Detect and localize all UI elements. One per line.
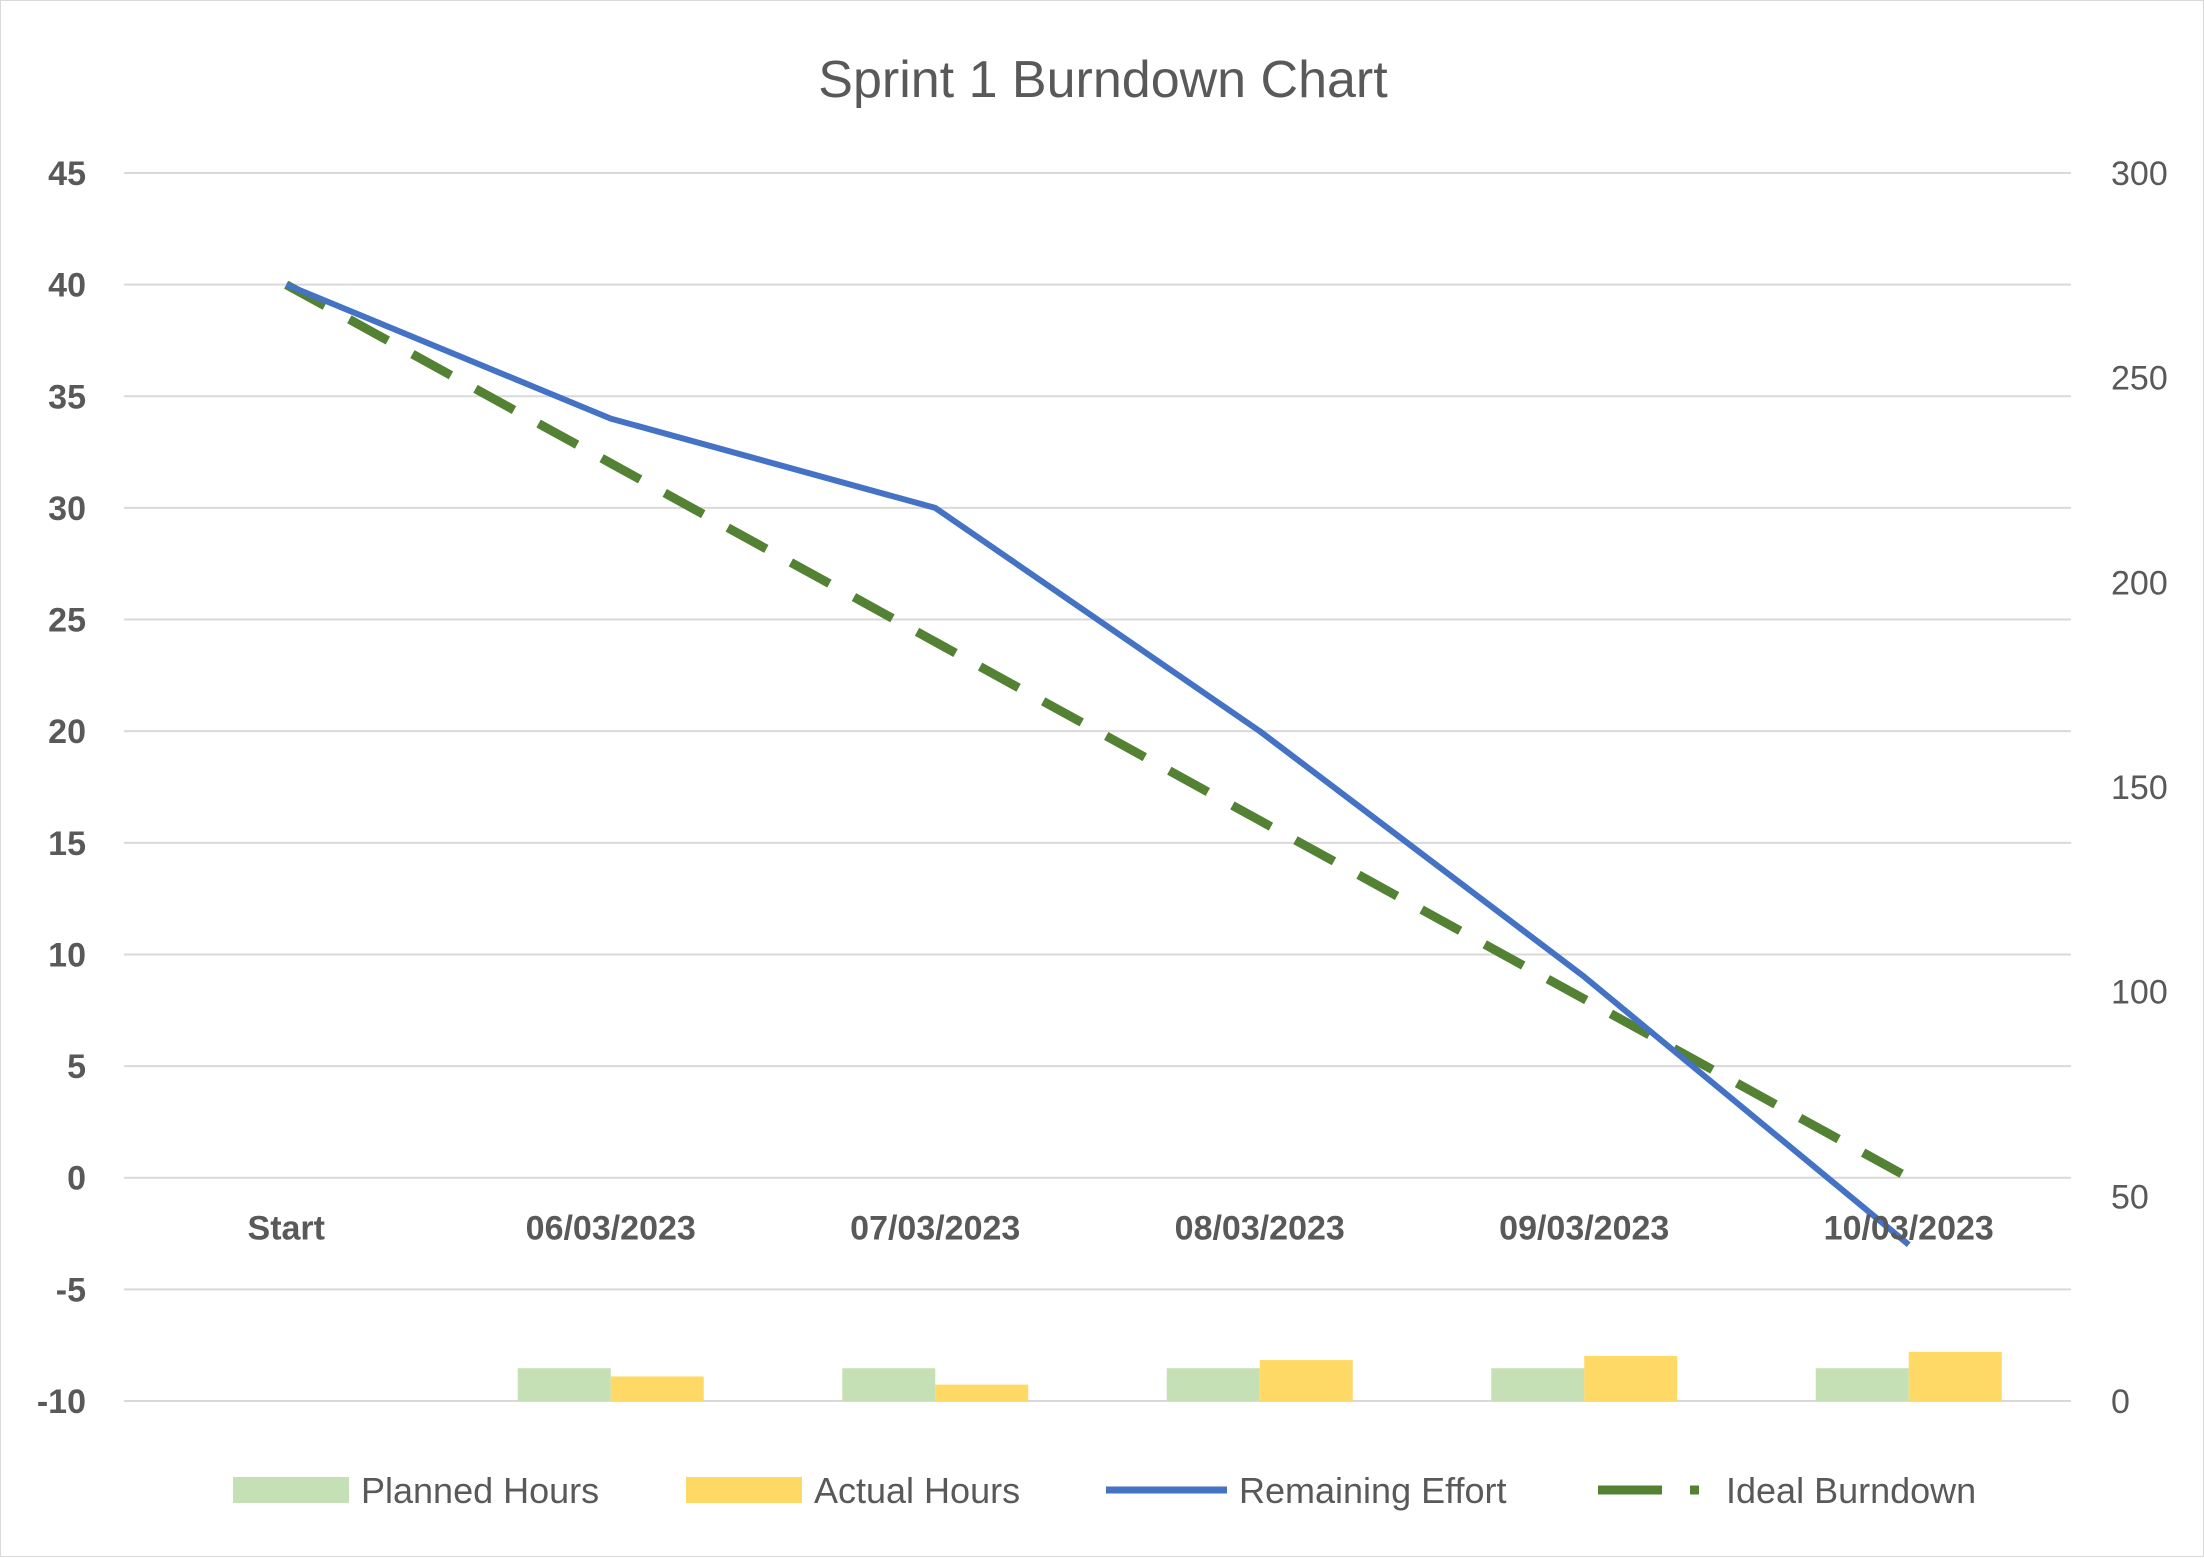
bar-planned-hours <box>1491 1368 1585 1401</box>
bar-planned-hours <box>1815 1368 1909 1401</box>
category-label: 06/03/2023 <box>526 1210 696 1248</box>
legend-label: Actual Hours <box>814 1470 1020 1511</box>
left-axis-tick-label: -5 <box>56 1271 86 1309</box>
legend-swatch <box>233 1477 349 1503</box>
bar-actual-hours <box>935 1384 1029 1401</box>
bar-series <box>517 1351 2002 1401</box>
bar-planned-hours <box>1166 1368 1260 1401</box>
right-axis-tick-label: 0 <box>2111 1383 2130 1421</box>
left-axis-tick-label: 30 <box>48 490 86 528</box>
line-remaining-effort <box>285 281 1911 1248</box>
left-axis-tick-label: 25 <box>48 602 86 640</box>
legend: Planned Hours Actual Hours Remaining Effor… <box>233 1470 1976 1511</box>
legend-label: Planned Hours <box>361 1470 599 1511</box>
right-axis-tick-label: 300 <box>2111 155 2168 193</box>
left-axis-tick-label: 5 <box>67 1048 86 1086</box>
category-label: Start <box>248 1210 325 1248</box>
chart-title: Sprint 1 Burndown Chart <box>818 51 1388 109</box>
left-axis-tick-label: 40 <box>48 267 86 305</box>
left-axis-tick-label: 45 <box>48 155 86 193</box>
category-label: 09/03/2023 <box>1499 1210 1669 1248</box>
left-axis-tick-label: -10 <box>37 1383 86 1421</box>
right-axis-tick-label: 250 <box>2111 360 2168 398</box>
legend-label: Ideal Burndown <box>1726 1470 1976 1511</box>
bar-planned-hours <box>517 1368 611 1401</box>
legend-swatch <box>686 1477 802 1503</box>
left-axis-tick-label: 0 <box>67 1160 86 1198</box>
bar-actual-hours <box>1259 1360 1353 1401</box>
left-axis-tick-label: 15 <box>48 825 86 863</box>
axis-labels: 454035302520151050-5-1030025020015010050… <box>37 155 2168 1421</box>
right-axis-tick-label: 150 <box>2111 769 2168 807</box>
right-axis-tick-label: 200 <box>2111 564 2168 602</box>
bar-actual-hours <box>1908 1351 2002 1401</box>
left-axis-tick-label: 10 <box>48 936 86 974</box>
bar-planned-hours <box>842 1368 936 1401</box>
bar-actual-hours <box>610 1376 704 1401</box>
right-axis-tick-label: 100 <box>2111 974 2168 1012</box>
category-label: 07/03/2023 <box>850 1210 1020 1248</box>
bar-actual-hours <box>1584 1355 1678 1401</box>
right-axis-tick-label: 50 <box>2111 1178 2149 1216</box>
legend-label: Remaining Effort <box>1239 1470 1506 1511</box>
category-label: 10/03/2023 <box>1824 1210 1994 1248</box>
left-axis-tick-label: 20 <box>48 713 86 751</box>
line-series <box>284 280 1911 1248</box>
line-ideal-burndown <box>284 280 1911 1182</box>
category-label: 08/03/2023 <box>1175 1210 1345 1248</box>
left-axis-tick-label: 35 <box>48 378 86 416</box>
